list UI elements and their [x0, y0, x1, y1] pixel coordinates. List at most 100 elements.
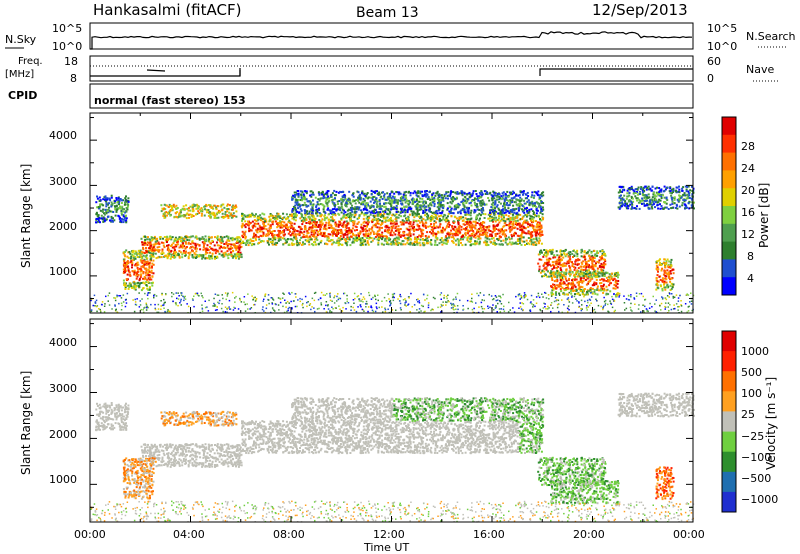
power-cell: [539, 193, 542, 196]
power-cell: [440, 219, 443, 222]
power-cell: [477, 199, 480, 202]
power-cell: [599, 250, 602, 253]
power-cell: [148, 286, 151, 289]
power-cell: [133, 271, 136, 274]
power-cell: [411, 243, 414, 246]
power-cell: [492, 201, 495, 204]
power-cell: [119, 221, 122, 223]
power-cell: [412, 223, 415, 226]
power-cell: [125, 209, 128, 212]
power-cell: [350, 207, 353, 210]
power-cell: [294, 233, 297, 236]
power-cell: [387, 243, 390, 246]
power-cell: [123, 217, 126, 220]
power-cell: [391, 219, 394, 222]
power-cell: [210, 247, 213, 250]
power-cell: [306, 210, 309, 213]
power-cell: [481, 232, 484, 235]
power-cell: [490, 233, 493, 236]
power-cell: [147, 236, 149, 239]
power-cell: [413, 216, 416, 219]
power-cell: [499, 210, 502, 213]
power-cell: [173, 215, 176, 218]
power-cell: [196, 203, 199, 206]
power-cell: [366, 223, 369, 226]
power-cell: [137, 249, 140, 252]
power-cell: [112, 211, 115, 213]
power-cell: [505, 218, 508, 221]
power-cell: [292, 243, 295, 246]
power-cell: [136, 253, 139, 256]
power-cell: [545, 268, 548, 271]
power-cell: [182, 244, 185, 247]
power-cell: [524, 197, 527, 200]
power-cell: [156, 237, 158, 240]
power-cell: [459, 215, 462, 218]
power-cell: [335, 234, 338, 237]
power-cell: [481, 193, 484, 196]
power-cell: [108, 206, 110, 209]
power-cell: [470, 195, 472, 198]
power-cell: [413, 230, 416, 233]
power-cell: [242, 236, 245, 239]
power-cell: [151, 266, 153, 269]
power-cell: [538, 231, 541, 234]
power-cell: [478, 212, 481, 215]
power-cell: [275, 215, 278, 218]
power-cell: [534, 228, 537, 231]
power-cell: [379, 233, 382, 236]
power-cell: [228, 204, 231, 207]
power-cell: [491, 219, 494, 222]
power-cell: [341, 216, 344, 219]
power-cell: [196, 254, 199, 257]
power-cell: [437, 201, 439, 204]
power-cell: [361, 191, 363, 194]
power-cell: [343, 193, 346, 196]
power-cell: [379, 219, 381, 222]
power-cell: [558, 254, 561, 257]
power-cell: [398, 242, 401, 244]
power-cell: [352, 234, 355, 237]
power-cell: [198, 205, 200, 208]
power-cell: [341, 200, 344, 203]
power-cell: [445, 216, 448, 219]
power-cell: [366, 237, 369, 240]
power-cell: [419, 190, 422, 193]
power-cell: [296, 230, 299, 233]
power-cell: [331, 201, 334, 204]
power-cell: [421, 200, 424, 203]
power-cell: [507, 200, 510, 203]
power-cell: [98, 199, 101, 202]
power-cell: [433, 243, 436, 246]
power-cell: [460, 236, 463, 238]
power-cell: [169, 235, 172, 238]
power-cell: [220, 250, 223, 253]
power-cell: [124, 286, 127, 289]
power-cell: [386, 213, 389, 216]
power-cell: [363, 239, 366, 241]
power-cell: [446, 225, 449, 228]
power-cell: [402, 223, 405, 226]
power-cell: [507, 242, 510, 245]
power-cell: [106, 197, 109, 200]
power-cell: [445, 226, 448, 229]
power-cell: [165, 254, 168, 257]
power-cell: [466, 200, 469, 203]
power-cell: [522, 222, 525, 225]
power-cell: [433, 225, 435, 227]
power-cell: [142, 259, 145, 262]
power-cell: [359, 196, 362, 199]
power-cell: [418, 215, 421, 218]
power-cell: [510, 233, 513, 236]
power-cell: [404, 221, 407, 224]
power-cell: [469, 201, 472, 204]
power-cell: [527, 195, 530, 197]
power-cell: [158, 245, 161, 248]
power-cell: [185, 246, 188, 248]
power-cell: [294, 194, 296, 196]
power-cell: [175, 254, 178, 257]
power-cell: [200, 207, 203, 210]
power-cell: [476, 240, 479, 243]
power-cell: [180, 211, 182, 214]
power-cell: [447, 225, 450, 228]
